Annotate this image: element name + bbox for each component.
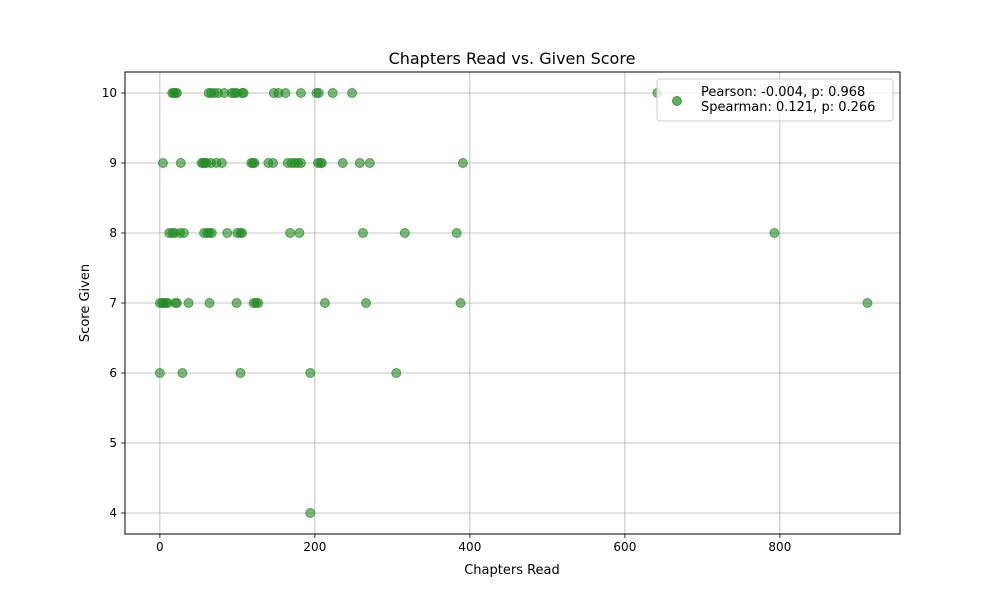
data-point (254, 299, 263, 308)
data-point (456, 299, 465, 308)
data-point (355, 159, 364, 168)
data-point (179, 229, 188, 238)
data-point (296, 159, 305, 168)
x-tick-label: 400 (458, 540, 481, 554)
data-point (172, 299, 181, 308)
data-point (365, 159, 374, 168)
data-point (250, 159, 259, 168)
y-axis-label: Score Given (78, 264, 93, 342)
y-tick-label: 10 (102, 86, 117, 100)
data-point (362, 299, 371, 308)
data-point (306, 509, 315, 518)
data-point (458, 159, 467, 168)
data-point (317, 159, 326, 168)
data-point (238, 229, 247, 238)
x-tick-label: 200 (303, 540, 326, 554)
x-tick-label: 0 (156, 540, 164, 554)
legend-label-line: Spearman: 0.121, p: 0.266 (701, 100, 875, 115)
data-point (176, 159, 185, 168)
legend-label: Pearson: -0.004, p: 0.968 Spearman: 0.121… (701, 85, 875, 115)
data-point (239, 89, 248, 98)
legend-label-line: Pearson: -0.004, p: 0.968 (701, 85, 865, 100)
chart-title: Chapters Read vs. Given Score (389, 49, 636, 68)
legend: Pearson: -0.004, p: 0.968 Spearman: 0.121… (657, 79, 893, 121)
x-axis-label: Chapters Read (464, 563, 560, 578)
data-point (400, 229, 409, 238)
data-point (295, 229, 304, 238)
data-point (863, 299, 872, 308)
data-point (452, 229, 461, 238)
data-point (172, 89, 181, 98)
data-point (207, 229, 216, 238)
data-point (217, 159, 226, 168)
legend-marker (673, 97, 682, 106)
data-point (236, 369, 245, 378)
data-point (205, 299, 214, 308)
y-tick-label: 4 (109, 506, 117, 520)
y-tick-label: 5 (109, 436, 117, 450)
data-point (232, 299, 241, 308)
data-point (184, 299, 193, 308)
data-point (314, 89, 323, 98)
y-tick-label: 6 (109, 366, 117, 380)
data-point (770, 229, 779, 238)
data-point (158, 159, 167, 168)
data-point (286, 229, 295, 238)
data-point (328, 89, 337, 98)
y-tick-label: 9 (109, 156, 117, 170)
data-point (392, 369, 401, 378)
data-point (306, 369, 315, 378)
x-tick-label: 800 (768, 540, 791, 554)
data-point (358, 229, 367, 238)
data-point (269, 159, 278, 168)
data-point (223, 229, 232, 238)
data-point (155, 369, 164, 378)
x-tick-label: 600 (613, 540, 636, 554)
data-point (338, 159, 347, 168)
data-point (178, 369, 187, 378)
data-point (281, 89, 290, 98)
y-tick-label: 7 (109, 296, 117, 310)
data-point (348, 89, 357, 98)
y-tick-label: 8 (109, 226, 117, 240)
data-point (296, 89, 305, 98)
data-point (320, 299, 329, 308)
